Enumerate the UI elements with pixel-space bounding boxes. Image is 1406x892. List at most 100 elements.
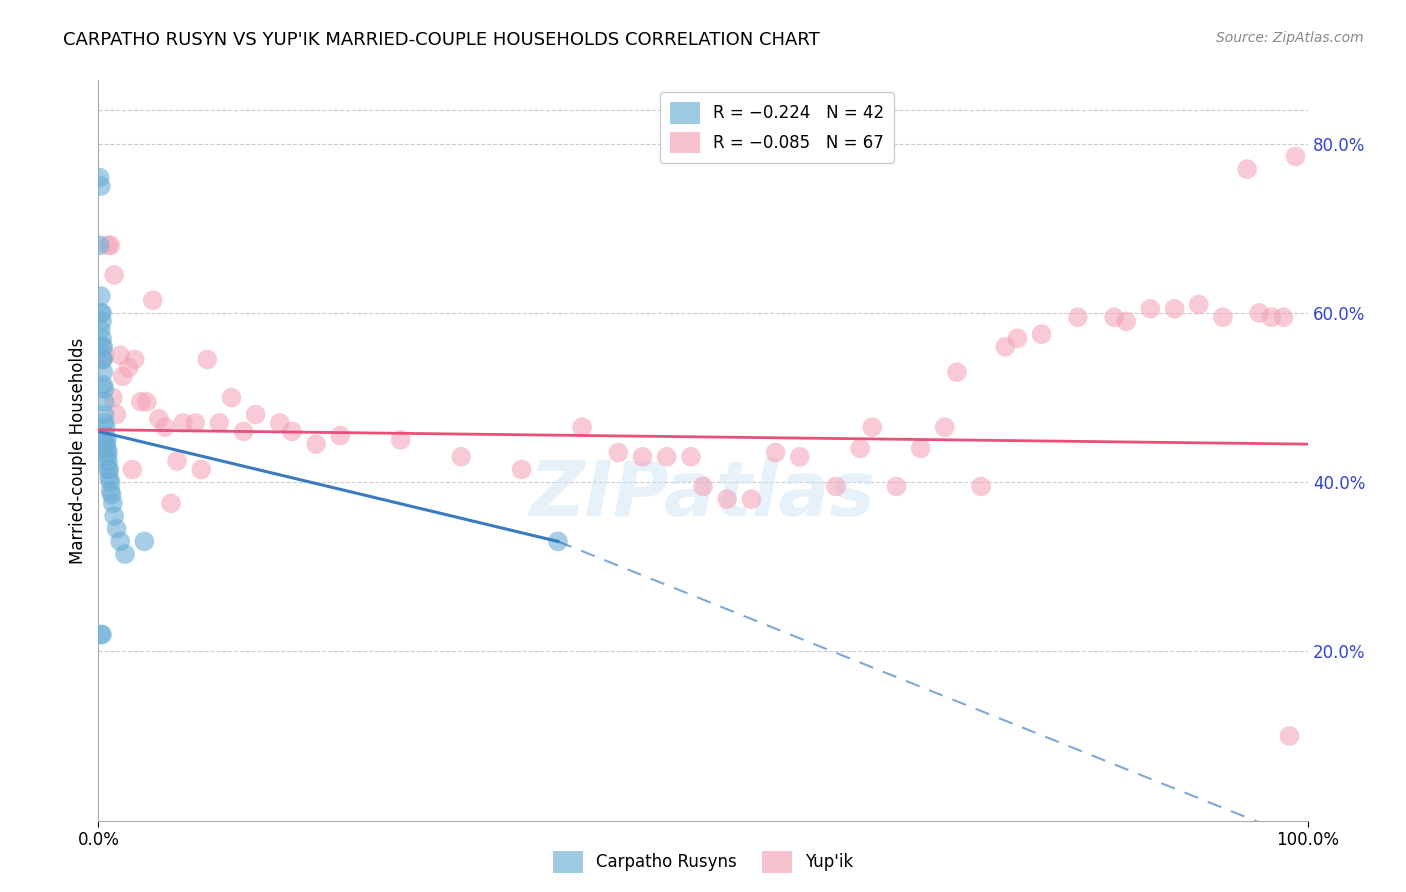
Point [90,627,112,641]
Point [631,450,654,464]
Point [100,238,122,252]
Point [142,293,165,308]
Point [89,238,111,252]
Point [114,547,136,561]
Point [90,323,112,337]
Point [1260,310,1282,325]
Point [1278,729,1301,743]
Point [245,408,267,422]
Point [692,479,714,493]
Point [450,450,472,464]
Point [281,425,304,439]
Point [510,462,533,476]
Point [129,394,152,409]
Point [91,340,114,354]
Point [1031,327,1053,342]
Point [97,238,120,252]
Point [655,450,678,464]
Text: ZIPatlas: ZIPatlas [530,458,876,532]
Point [101,391,124,405]
Point [153,420,176,434]
Point [135,394,157,409]
Point [93,408,115,422]
Point [1102,310,1125,325]
Point [111,369,134,384]
Point [789,450,811,464]
Point [91,331,114,345]
Point [195,352,218,367]
Point [121,462,143,476]
Point [184,416,207,430]
Point [94,428,117,442]
Point [1272,310,1295,325]
Point [118,361,141,376]
Point [886,479,908,493]
Point [97,454,120,468]
Point [740,492,762,507]
Point [160,496,183,510]
Point [101,496,124,510]
Legend: R = −0.224   N = 42, R = −0.085   N = 67: R = −0.224 N = 42, R = −0.085 N = 67 [659,92,894,163]
Point [96,442,118,456]
Point [1236,162,1258,177]
Point [1163,301,1185,316]
Point [1212,310,1234,325]
Point [124,352,146,367]
Point [98,471,121,485]
Point [93,382,115,396]
Point [91,314,114,328]
Point [148,411,170,425]
Point [765,445,787,459]
Point [1067,310,1090,325]
Point [716,492,738,507]
Point [305,437,328,451]
Point [166,454,188,468]
Point [94,420,117,434]
Point [93,348,115,362]
Point [860,420,883,434]
Point [190,462,212,476]
Point [100,475,122,490]
Point [134,534,156,549]
Point [970,479,993,493]
Point [91,340,114,354]
Point [1188,297,1211,311]
Point [90,179,112,194]
Point [389,433,412,447]
Point [91,627,114,641]
Point [1139,301,1161,316]
Point [105,408,128,422]
Point [94,437,117,451]
Point [96,450,118,464]
Point [91,352,114,367]
Point [98,462,121,476]
Point [97,445,120,459]
Point [93,416,115,430]
Point [91,365,114,379]
Point [91,306,114,320]
Point [607,445,630,459]
Point [946,365,969,379]
Y-axis label: Married-couple Households: Married-couple Households [69,337,87,564]
Point [89,170,111,185]
Point [172,416,194,430]
Point [1284,149,1306,163]
Point [97,462,120,476]
Point [100,483,122,498]
Point [90,289,112,303]
Point [1007,331,1029,345]
Point [221,391,243,405]
Point [269,416,291,430]
Text: Source: ZipAtlas.com: Source: ZipAtlas.com [1216,31,1364,45]
Point [108,534,131,549]
Point [1249,306,1271,320]
Point [91,352,114,367]
Point [103,509,125,524]
Point [100,488,122,502]
Point [849,442,872,456]
Point [232,425,254,439]
Point [103,268,125,282]
Point [105,522,128,536]
Point [329,428,352,442]
Point [994,340,1017,354]
